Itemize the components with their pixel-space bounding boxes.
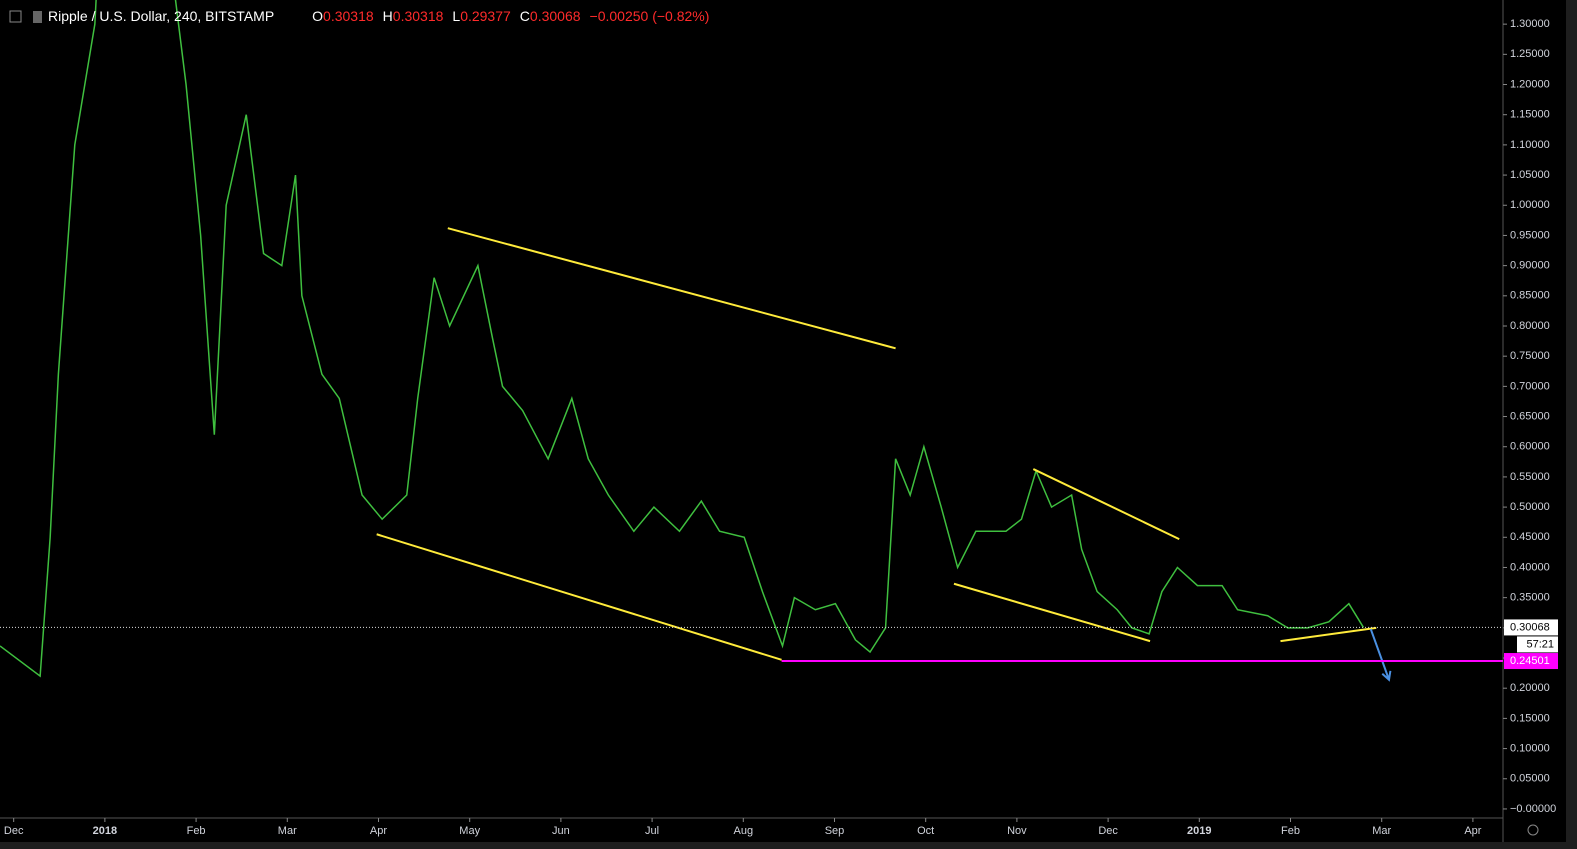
x-tick-label: 2018 <box>93 825 117 837</box>
trendline <box>953 582 1151 643</box>
y-tick-label: 0.35000 <box>1510 592 1550 604</box>
side-frame <box>1566 0 1577 849</box>
x-tick-label: Mar <box>1372 825 1391 837</box>
x-tick-label: Jul <box>645 825 659 837</box>
trendline <box>1032 468 1180 540</box>
y-tick-label: 0.90000 <box>1510 260 1550 272</box>
y-tick-label: 0.80000 <box>1510 320 1550 332</box>
ohlc-value: 0.29377 <box>460 8 511 24</box>
x-tick-label: Apr <box>370 825 387 837</box>
x-tick-label: Oct <box>917 825 934 837</box>
y-tick-label: 0.60000 <box>1510 441 1550 453</box>
trendline <box>447 227 896 350</box>
x-tick-label: Apr <box>1464 825 1481 837</box>
y-tick-label: 1.10000 <box>1510 139 1550 151</box>
x-tick-label: May <box>459 825 480 837</box>
countdown-label: 57:21 <box>1526 638 1554 650</box>
y-tick-label: 0.45000 <box>1510 531 1550 543</box>
ohlc-label: C <box>520 8 530 24</box>
ohlc-label: O <box>312 8 323 24</box>
y-tick-label: 0.55000 <box>1510 471 1550 483</box>
x-tick-label: Jun <box>552 825 570 837</box>
y-tick-label: 0.50000 <box>1510 501 1550 513</box>
plot-area <box>0 0 1377 678</box>
symbol-icon <box>33 11 42 23</box>
y-tick-label: 1.20000 <box>1510 78 1550 90</box>
y-tick-label: 0.20000 <box>1510 682 1550 694</box>
x-tick-label: Feb <box>1281 825 1300 837</box>
ohlc-value: 0.30318 <box>393 8 444 24</box>
trendline <box>1280 626 1377 643</box>
collapse-button[interactable] <box>9 10 22 23</box>
price-line <box>0 0 1365 678</box>
y-tick-label: 1.15000 <box>1510 109 1550 121</box>
forecast-arrow <box>1369 628 1392 682</box>
y-tick-label: −0.00000 <box>1510 803 1556 815</box>
y-tick-label: 0.05000 <box>1510 773 1550 785</box>
x-tick-label: 2019 <box>1187 825 1211 837</box>
y-tick-label: 0.40000 <box>1510 561 1550 573</box>
y-tick-label: 0.70000 <box>1510 380 1550 392</box>
x-tick-label: Dec <box>1098 825 1118 837</box>
y-tick-label: 0.65000 <box>1510 410 1550 422</box>
x-tick-label: Aug <box>734 825 754 837</box>
y-tick-label: 1.00000 <box>1510 199 1550 211</box>
support-label: 0.24501 <box>1510 655 1550 667</box>
y-tick-label: 0.10000 <box>1510 742 1550 754</box>
countdown-box <box>1517 636 1558 653</box>
last-price-box <box>1504 619 1558 636</box>
x-tick-label: Dec <box>4 825 24 837</box>
ohlc-label: L <box>452 8 460 24</box>
x-tick-label: Mar <box>278 825 297 837</box>
ohlc-value: 0.30318 <box>323 8 374 24</box>
trendline <box>376 533 782 661</box>
y-tick-label: 1.05000 <box>1510 169 1550 181</box>
y-tick-label: 0.15000 <box>1510 712 1550 724</box>
x-tick-label: Sep <box>825 825 845 837</box>
y-tick-label: 1.25000 <box>1510 48 1550 60</box>
bottom-frame <box>0 842 1577 849</box>
last-price-label: 0.30068 <box>1510 621 1550 633</box>
change: −0.00250 (−0.82%) <box>590 8 710 24</box>
ohlc-label: H <box>383 8 393 24</box>
y-tick-label: 0.85000 <box>1510 290 1550 302</box>
ohlc-value: 0.30068 <box>530 8 581 24</box>
settings-button[interactable] <box>1527 824 1539 836</box>
symbol-title: Ripple / U.S. Dollar, 240, BITSTAMP <box>48 8 274 24</box>
support-box <box>1504 653 1558 670</box>
x-tick-label: Feb <box>187 825 206 837</box>
header: Ripple / U.S. Dollar, 240, BITSTAMP O0.30… <box>48 8 709 24</box>
y-tick-label: 0.75000 <box>1510 350 1550 362</box>
y-tick-label: 0.95000 <box>1510 229 1550 241</box>
x-tick-label: Nov <box>1007 825 1027 837</box>
y-tick-label: 1.30000 <box>1510 18 1550 30</box>
